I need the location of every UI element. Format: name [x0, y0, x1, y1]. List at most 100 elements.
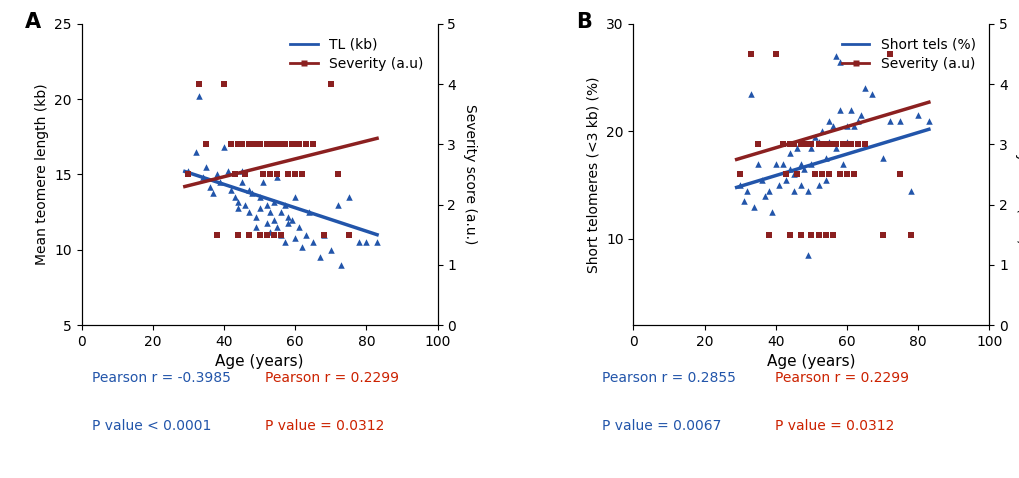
- Point: [792, 231, 808, 239]
- Point: [265, 216, 281, 224]
- Point: [756, 192, 772, 200]
- Point: [258, 141, 274, 148]
- Y-axis label: Severity score (a.u.): Severity score (a.u.): [1014, 104, 1019, 245]
- Point: [340, 193, 357, 201]
- Point: [820, 139, 837, 146]
- Point: [272, 208, 288, 216]
- Point: [796, 141, 812, 148]
- Text: P value = 0.0312: P value = 0.0312: [265, 419, 384, 433]
- Point: [774, 160, 791, 168]
- Text: Pearson r = 0.2299: Pearson r = 0.2299: [265, 371, 398, 385]
- Point: [248, 223, 264, 231]
- Point: [838, 141, 854, 148]
- Point: [286, 171, 303, 178]
- Point: [322, 246, 338, 253]
- Point: [255, 178, 271, 186]
- Point: [191, 80, 207, 88]
- Point: [209, 231, 225, 239]
- Point: [892, 117, 908, 125]
- Point: [262, 141, 278, 148]
- Point: [187, 148, 204, 156]
- Point: [262, 208, 278, 216]
- Point: [792, 160, 808, 168]
- Point: [258, 201, 274, 208]
- Point: [838, 122, 854, 130]
- Point: [329, 171, 345, 178]
- Point: [823, 122, 840, 130]
- Point: [272, 141, 288, 148]
- Point: [230, 141, 247, 148]
- Point: [240, 208, 257, 216]
- Point: [838, 139, 854, 146]
- Y-axis label: Short telomeres (<3 kb) (%): Short telomeres (<3 kb) (%): [586, 76, 600, 273]
- Text: Pearson r = 0.2299: Pearson r = 0.2299: [774, 371, 908, 385]
- Point: [809, 141, 825, 148]
- Point: [909, 111, 925, 119]
- Point: [233, 141, 250, 148]
- Point: [293, 171, 310, 178]
- Y-axis label: Severity score (a.u.): Severity score (a.u.): [463, 104, 477, 245]
- Point: [785, 187, 801, 195]
- Point: [802, 160, 818, 168]
- Point: [816, 154, 833, 162]
- Point: [283, 141, 300, 148]
- Point: [369, 239, 385, 246]
- Point: [276, 201, 292, 208]
- Text: B: B: [576, 12, 592, 32]
- Point: [809, 139, 825, 146]
- Point: [286, 193, 303, 201]
- Point: [305, 239, 321, 246]
- Point: [782, 141, 798, 148]
- Point: [202, 183, 218, 190]
- Point: [180, 168, 197, 175]
- Point: [226, 171, 243, 178]
- Point: [269, 174, 285, 181]
- Point: [820, 141, 837, 148]
- Point: [785, 141, 801, 148]
- Point: [813, 141, 829, 148]
- Y-axis label: Mean teomere length (kb): Mean teomere length (kb): [35, 84, 49, 265]
- Point: [293, 243, 310, 250]
- Point: [802, 144, 818, 152]
- Point: [739, 187, 755, 195]
- Text: Pearson r = -0.3985: Pearson r = -0.3985: [92, 371, 230, 385]
- Text: P value = 0.0312: P value = 0.0312: [774, 419, 894, 433]
- Point: [230, 198, 247, 206]
- Point: [262, 228, 278, 236]
- Point: [802, 231, 818, 239]
- Point: [782, 231, 798, 239]
- Point: [823, 141, 840, 148]
- Point: [842, 106, 858, 114]
- Point: [816, 231, 833, 239]
- Point: [809, 231, 825, 239]
- Point: [219, 168, 235, 175]
- Point: [799, 187, 815, 195]
- Point: [830, 106, 847, 114]
- Point: [233, 168, 250, 175]
- Legend: TL (kb), Severity (a.u): TL (kb), Severity (a.u): [283, 31, 430, 78]
- Point: [827, 144, 844, 152]
- Point: [252, 193, 268, 201]
- Point: [770, 182, 787, 189]
- Text: Pearson r = 0.2855: Pearson r = 0.2855: [601, 371, 735, 385]
- Point: [269, 171, 285, 178]
- Point: [742, 50, 758, 58]
- Point: [245, 189, 261, 196]
- Point: [806, 133, 822, 141]
- Point: [789, 171, 805, 178]
- Point: [767, 50, 784, 58]
- Point: [279, 213, 296, 220]
- Point: [272, 231, 288, 239]
- Point: [735, 197, 751, 205]
- Point: [216, 143, 232, 151]
- X-axis label: Age (years): Age (years): [215, 354, 304, 369]
- Point: [845, 171, 861, 178]
- Point: [315, 231, 331, 239]
- Point: [279, 171, 296, 178]
- Point: [252, 141, 268, 148]
- Point: [782, 149, 798, 157]
- Point: [842, 141, 858, 148]
- Point: [845, 122, 861, 130]
- Point: [760, 187, 776, 195]
- Point: [209, 171, 225, 178]
